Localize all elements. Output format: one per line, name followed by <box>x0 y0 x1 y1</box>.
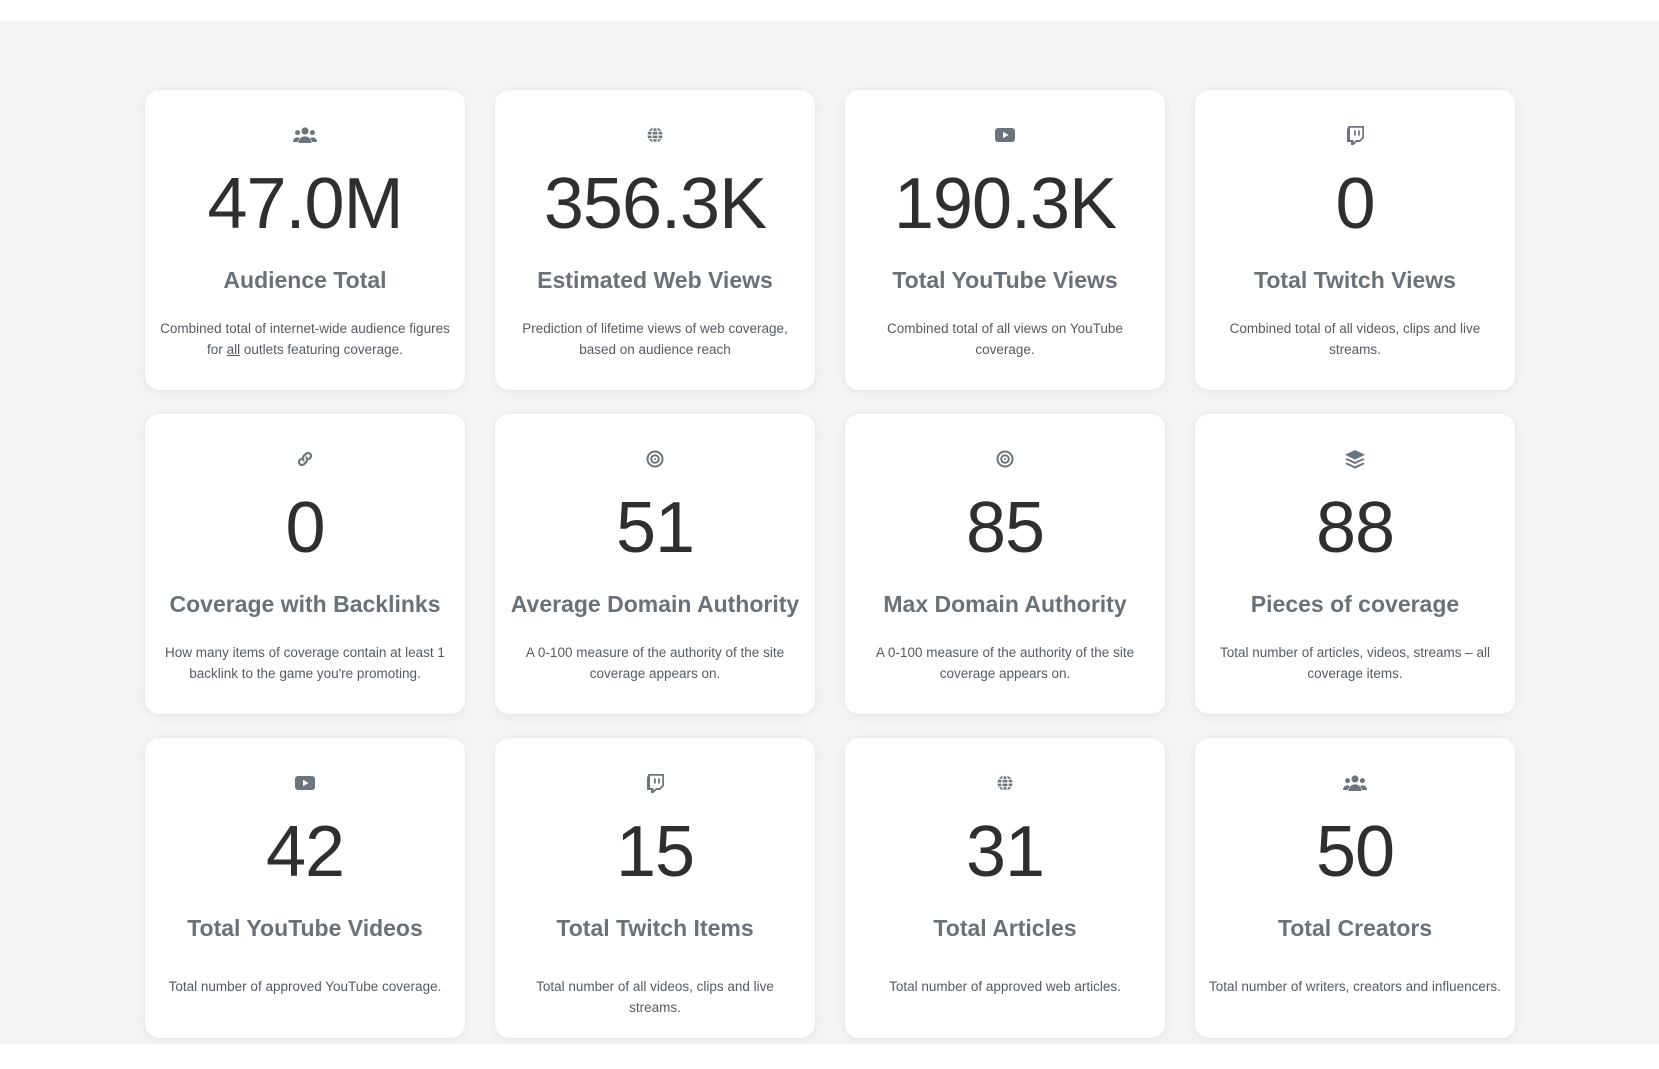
stat-description: Combined total of internet-wide audience… <box>160 321 450 357</box>
users-icon <box>1195 771 1515 795</box>
link-icon <box>145 447 465 471</box>
stat-label: Audience Total <box>223 267 387 293</box>
stat-value: 47.0M <box>207 164 403 244</box>
users-icon <box>145 123 465 147</box>
stat-card-coverage-with-backlinks: 0 Coverage with Backlinks How many items… <box>145 414 465 714</box>
stat-card-total-creators: 50 Total Creators Total number of writer… <box>1195 738 1515 1038</box>
stat-description: Combined total of all views on YouTube c… <box>887 321 1123 357</box>
twitch-icon <box>495 771 815 795</box>
target-icon <box>495 447 815 471</box>
stat-description: Prediction of lifetime views of web cove… <box>522 321 788 357</box>
stat-card-max-domain-authority: 85 Max Domain Authority A 0-100 measure … <box>845 414 1165 714</box>
twitch-icon <box>1195 123 1515 147</box>
stat-description: Total number of approved web articles. <box>889 979 1121 994</box>
stat-description: Total number of approved YouTube coverag… <box>168 979 442 994</box>
stat-description: Total number of all videos, clips and li… <box>536 979 774 1015</box>
stat-value: 0 <box>285 488 325 568</box>
youtube-icon <box>845 123 1165 147</box>
stat-value: 356.3K <box>543 164 767 244</box>
stat-label: Total Articles <box>933 915 1077 941</box>
target-icon <box>845 447 1165 471</box>
stat-label: Total YouTube Views <box>892 267 1118 293</box>
stat-description: Total number of writers, creators and in… <box>1209 979 1501 994</box>
stat-value: 50 <box>1315 812 1395 892</box>
stat-label: Estimated Web Views <box>537 267 773 293</box>
stat-label: Total Twitch Items <box>556 915 754 941</box>
stat-description: A 0-100 measure of the authority of the … <box>525 645 785 681</box>
stat-label: Total Twitch Views <box>1254 267 1456 293</box>
stat-card-total-twitch-items: 15 Total Twitch Items Total number of al… <box>495 738 815 1038</box>
globe-icon <box>495 123 815 147</box>
stat-label: Average Domain Authority <box>510 591 800 617</box>
stat-value: 42 <box>265 812 345 892</box>
stat-value: 88 <box>1315 488 1395 568</box>
stat-value: 15 <box>615 812 695 892</box>
stat-description: Combined total of all videos, clips and … <box>1229 321 1481 357</box>
stat-card-average-domain-authority: 51 Average Domain Authority A 0-100 meas… <box>495 414 815 714</box>
stat-description: A 0-100 measure of the authority of the … <box>875 645 1135 681</box>
stat-description: Total number of articles, videos, stream… <box>1219 645 1491 681</box>
stat-description: How many items of coverage contain at le… <box>165 645 445 681</box>
stat-label: Pieces of coverage <box>1250 591 1460 617</box>
stats-grid: 47.0M Audience Total Combined total of i… <box>145 90 1515 1038</box>
stat-card-total-youtube-videos: 42 Total YouTube Videos Total number of … <box>145 738 465 1038</box>
stat-card-total-articles: 31 Total Articles Total number of approv… <box>845 738 1165 1038</box>
emphasis-text: all <box>226 342 241 357</box>
stat-card-total-twitch-views: 0 Total Twitch Views Combined total of a… <box>1195 90 1515 390</box>
stat-card-total-youtube-views: 190.3K Total YouTube Views Combined tota… <box>845 90 1165 390</box>
stat-label: Total YouTube Videos <box>187 915 423 941</box>
youtube-icon <box>145 771 465 795</box>
stat-value: 0 <box>1335 164 1375 244</box>
stat-value: 51 <box>615 488 695 568</box>
stat-value: 190.3K <box>893 164 1117 244</box>
stat-label: Max Domain Authority <box>883 591 1127 617</box>
stat-value: 31 <box>965 812 1045 892</box>
stat-card-estimated-web-views: 356.3K Estimated Web Views Prediction of… <box>495 90 815 390</box>
layers-icon <box>1195 447 1515 471</box>
stat-card-pieces-of-coverage: 88 Pieces of coverage Total number of ar… <box>1195 414 1515 714</box>
globe-icon <box>845 771 1165 795</box>
stat-label: Total Creators <box>1277 915 1433 941</box>
stat-value: 85 <box>965 488 1045 568</box>
stat-card-audience-total: 47.0M Audience Total Combined total of i… <box>145 90 465 390</box>
stats-panel: 47.0M Audience Total Combined total of i… <box>0 21 1659 1044</box>
stat-label: Coverage with Backlinks <box>169 591 441 617</box>
